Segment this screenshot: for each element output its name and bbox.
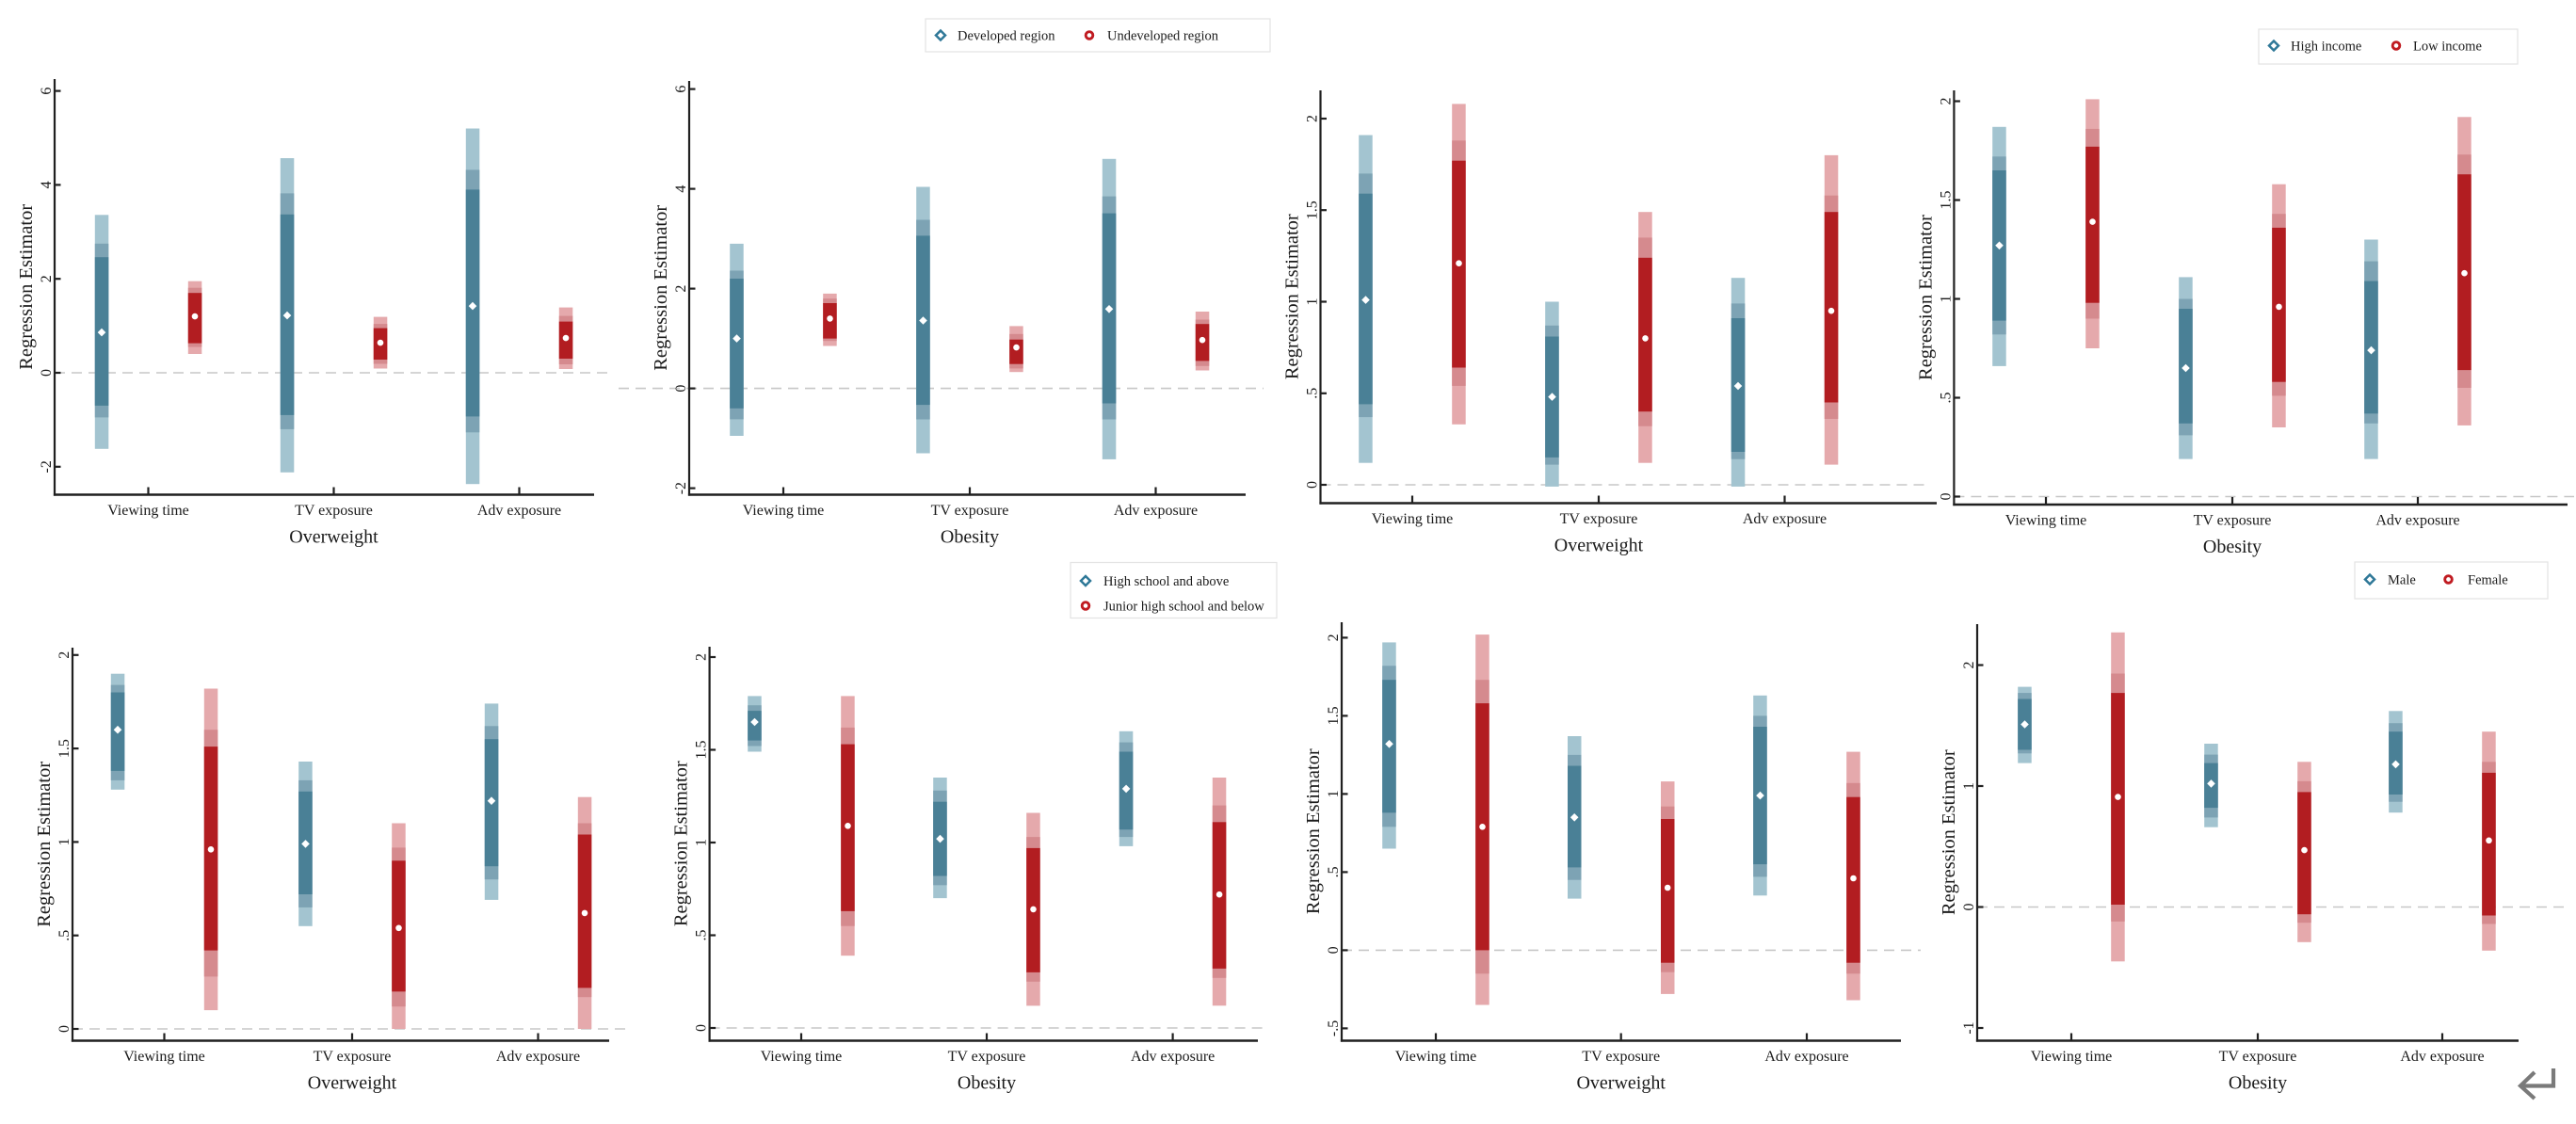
svg-text:Female: Female (2468, 573, 2508, 588)
svg-text:Regression Estimator: Regression Estimator (1282, 214, 1303, 379)
svg-text:.5: .5 (1305, 388, 1321, 399)
svg-text:TV exposure: TV exposure (1582, 1049, 1660, 1065)
svg-text:TV exposure: TV exposure (2219, 1049, 2297, 1065)
svg-text:Viewing time: Viewing time (123, 1049, 205, 1065)
svg-text:.5: .5 (1326, 866, 1342, 877)
svg-text:Developed region: Developed region (958, 29, 1055, 44)
svg-text:Regression Estimator: Regression Estimator (651, 205, 671, 371)
svg-text:Overweight: Overweight (1554, 536, 1644, 556)
svg-text:.5: .5 (1938, 393, 1954, 404)
svg-text:0: 0 (1938, 493, 1954, 501)
svg-text:0: 0 (673, 385, 689, 393)
svg-text:0: 0 (39, 369, 55, 377)
svg-text:2: 2 (1961, 662, 1977, 669)
svg-text:Viewing time: Viewing time (1395, 1049, 1477, 1065)
svg-text:Viewing time: Viewing time (761, 1049, 843, 1065)
svg-text:Male: Male (2388, 573, 2416, 588)
svg-text:0: 0 (1961, 904, 1977, 911)
svg-text:4: 4 (673, 185, 689, 193)
svg-text:1.5: 1.5 (1305, 201, 1321, 219)
svg-text:1.5: 1.5 (694, 741, 710, 760)
svg-text:Adv exposure: Adv exposure (1764, 1049, 1848, 1065)
svg-text:.5: .5 (56, 930, 72, 941)
svg-text:Obesity: Obesity (941, 527, 999, 548)
svg-text:High income: High income (2291, 40, 2361, 55)
svg-text:2: 2 (39, 275, 55, 282)
svg-text:0: 0 (1326, 946, 1342, 954)
svg-text:1: 1 (56, 838, 72, 845)
svg-text:TV exposure: TV exposure (948, 1049, 1026, 1065)
svg-text:Adv exposure: Adv exposure (1131, 1049, 1215, 1065)
svg-text:1: 1 (1938, 296, 1954, 303)
svg-text:Regression Estimator: Regression Estimator (671, 761, 692, 926)
svg-text:0: 0 (694, 1024, 710, 1032)
svg-text:High school and above: High school and above (1103, 574, 1229, 589)
svg-text:Adv exposure: Adv exposure (1114, 503, 1198, 519)
svg-text:0: 0 (1305, 481, 1321, 489)
svg-text:TV exposure: TV exposure (314, 1049, 392, 1065)
svg-text:-2: -2 (39, 460, 55, 473)
svg-text:Overweight: Overweight (1576, 1073, 1666, 1094)
svg-text:TV exposure: TV exposure (1560, 511, 1638, 527)
svg-text:-.5: -.5 (1326, 1020, 1342, 1036)
svg-text:1: 1 (694, 839, 710, 846)
svg-text:1: 1 (1305, 298, 1321, 306)
svg-text:Regression Estimator: Regression Estimator (1939, 749, 1959, 915)
svg-text:1: 1 (1961, 782, 1977, 790)
svg-text:-1: -1 (1961, 1021, 1977, 1034)
svg-text:Adv exposure: Adv exposure (496, 1049, 580, 1065)
svg-text:1.5: 1.5 (56, 739, 72, 758)
svg-text:6: 6 (39, 88, 55, 95)
svg-text:Viewing time: Viewing time (743, 503, 825, 519)
svg-text:2: 2 (1938, 98, 1954, 105)
svg-text:1.5: 1.5 (1938, 191, 1954, 210)
svg-text:Obesity: Obesity (2229, 1073, 2287, 1094)
svg-text:-2: -2 (673, 482, 689, 494)
svg-text:Adv exposure: Adv exposure (477, 503, 561, 519)
svg-text:Undeveloped region: Undeveloped region (1107, 29, 1219, 44)
svg-text:2: 2 (1326, 634, 1342, 641)
svg-text:2: 2 (673, 285, 689, 293)
svg-text:Viewing time: Viewing time (2005, 513, 2087, 529)
svg-text:2: 2 (1305, 115, 1321, 122)
svg-text:TV exposure: TV exposure (2194, 513, 2272, 529)
svg-text:Viewing time: Viewing time (1372, 511, 1454, 527)
svg-text:Regression Estimator: Regression Estimator (34, 762, 55, 927)
svg-text:Regression Estimator: Regression Estimator (1915, 215, 1936, 380)
svg-text:TV exposure: TV exposure (295, 503, 373, 519)
svg-text:.5: .5 (694, 930, 710, 941)
svg-text:Junior high school and below: Junior high school and below (1103, 600, 1264, 615)
svg-text:Adv exposure: Adv exposure (1743, 511, 1827, 527)
svg-text:Overweight: Overweight (308, 1073, 397, 1094)
svg-text:0: 0 (56, 1025, 72, 1033)
svg-text:6: 6 (673, 86, 689, 93)
svg-text:2: 2 (56, 651, 72, 659)
svg-text:Adv exposure: Adv exposure (2400, 1049, 2484, 1065)
svg-text:Obesity: Obesity (958, 1073, 1016, 1094)
svg-text:Overweight: Overweight (289, 527, 378, 548)
svg-text:Viewing time: Viewing time (107, 503, 189, 519)
svg-text:4: 4 (39, 181, 55, 188)
svg-text:Viewing time: Viewing time (2031, 1049, 2113, 1065)
svg-text:Obesity: Obesity (2203, 537, 2262, 557)
svg-text:Low income: Low income (2413, 40, 2482, 55)
svg-text:Adv exposure: Adv exposure (2375, 513, 2459, 529)
svg-text:Regression Estimator: Regression Estimator (16, 204, 37, 370)
svg-text:2: 2 (694, 653, 710, 661)
svg-text:1.5: 1.5 (1326, 706, 1342, 725)
svg-text:1: 1 (1326, 790, 1342, 797)
svg-text:TV exposure: TV exposure (931, 503, 1009, 519)
svg-text:Regression Estimator: Regression Estimator (1303, 748, 1324, 914)
